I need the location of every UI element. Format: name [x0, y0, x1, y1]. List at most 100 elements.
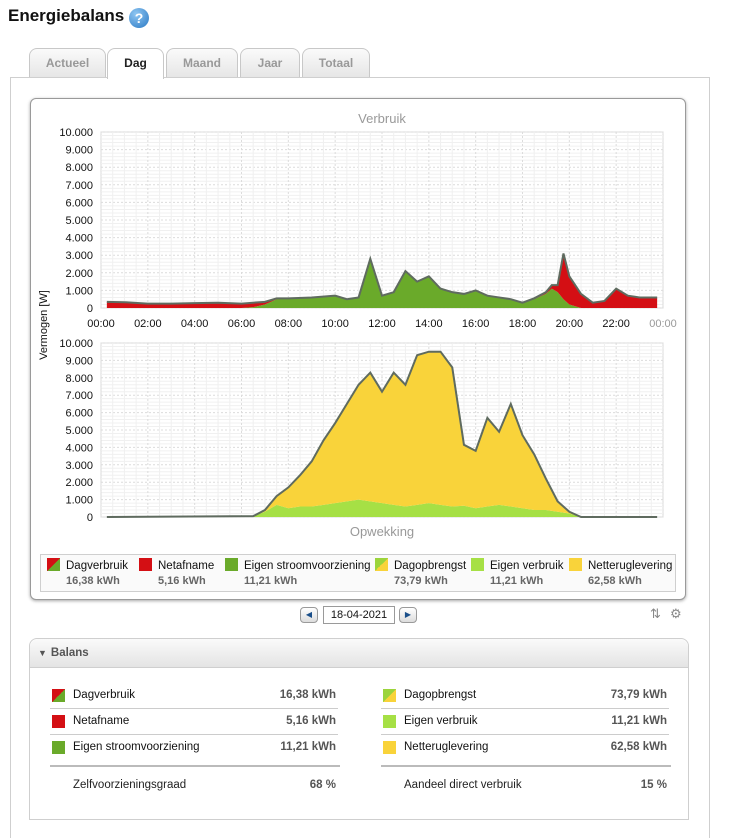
tab-dag[interactable]: Dag [107, 48, 164, 79]
row-value: 73,79 kWh [610, 689, 667, 701]
y-tick-label: 2.000 [65, 477, 93, 489]
dagverbruik-icon [52, 689, 65, 702]
row-value: 16,38 kWh [279, 689, 336, 701]
eigen-stroom-icon [225, 558, 238, 571]
row-label: Dagopbrengst [404, 689, 477, 701]
area-series [106, 351, 658, 517]
x-tick-label: 00:00 [649, 318, 677, 330]
legend-value: 11,21 kWh [490, 575, 544, 587]
balans-row-netteruglevering: Netteruglevering 62,58 kWh [381, 735, 669, 760]
chart-panel: 10.000 9.000 8.000 7.000 6.000 5.000 4.000 3.00… [30, 98, 686, 600]
area-series [106, 258, 658, 308]
balans-row-dagverbruik: Dagverbruik 16,38 kWh [50, 683, 338, 709]
tab-maand[interactable]: Maand [166, 48, 238, 77]
eigen-verbruik-icon [471, 558, 484, 571]
row-label: Netteruglevering [404, 741, 489, 753]
divider [50, 765, 340, 767]
energy-chart: 10.000 9.000 8.000 7.000 6.000 5.000 4.000 3.00… [38, 111, 677, 539]
row-label: Dagverbruik [73, 689, 135, 701]
balans-row-eigen-verbruik: Eigen verbruik 11,21 kWh [381, 709, 669, 735]
gear-icon[interactable]: ⚙ [670, 606, 682, 621]
page-title: Energiebalans [8, 6, 125, 25]
export-icon[interactable]: ⇅ [650, 606, 661, 621]
legend-value: 16,38 kWh [66, 575, 120, 587]
y-tick-label: 4.000 [65, 233, 93, 245]
dagopbrengst-icon [383, 689, 396, 702]
legend-item-dagverbruik[interactable]: Dagverbruik 16,38 kWh [47, 558, 128, 587]
tab-totaal[interactable]: Totaal [302, 48, 370, 77]
netafname-icon [139, 558, 152, 571]
y-tick-label: 2.000 [65, 268, 93, 280]
netteruglevering-icon [569, 558, 582, 571]
x-tick-label: 00:00 [87, 318, 115, 330]
y-tick-label: 9.000 [65, 355, 93, 367]
legend-item-eigen-verbruik[interactable]: Eigen verbruik 11,21 kWh [471, 558, 564, 587]
eigen-verbruik-icon [383, 715, 396, 728]
y-tick-label: 10.000 [59, 338, 93, 350]
zelfvoorzieningsgraad: Zelfvoorzieningsgraad 68 % [73, 777, 336, 793]
dagopbrengst-icon [375, 558, 388, 571]
row-label: Eigen stroomvoorziening [73, 741, 200, 753]
y-tick-label: 8.000 [65, 162, 93, 174]
balans-row-netafname: Netafname 5,16 kWh [50, 709, 338, 735]
row-value: 62,58 kWh [610, 741, 667, 753]
y-tick-label: 1.000 [65, 285, 93, 297]
summary-value: 68 % [309, 779, 336, 791]
y-tick-label: 6.000 [65, 197, 93, 209]
legend-value: 11,21 kWh [244, 575, 298, 587]
x-tick-label: 18:00 [509, 318, 537, 330]
legend-label: Eigen verbruik [490, 560, 564, 572]
chart-title: Verbruik [358, 111, 406, 126]
legend-value: 5,16 kWh [158, 575, 206, 587]
legend-label: Eigen stroomvoorziening [244, 560, 371, 572]
summary-label: Zelfvoorzieningsgraad [73, 779, 187, 791]
date-field[interactable]: 18-04-2021 [323, 606, 395, 624]
divider [381, 765, 671, 767]
legend-label: Netafname [158, 560, 215, 572]
legend-label: Netteruglevering [588, 560, 673, 572]
balans-header[interactable]: ▼ Balans [30, 639, 688, 668]
x-tick-label: 20:00 [556, 318, 584, 330]
y-tick-label: 10.000 [59, 127, 93, 139]
y-tick-label: 3.000 [65, 250, 93, 262]
x-tick-label: 12:00 [368, 318, 396, 330]
y-tick-label: 6.000 [65, 408, 93, 420]
x-tick-label: 06:00 [228, 318, 256, 330]
aandeel-direct-verbruik: Aandeel direct verbruik 15 % [404, 777, 667, 793]
row-value: 11,21 kWh [611, 715, 667, 727]
balans-row-dagopbrengst: Dagopbrengst 73,79 kWh [381, 683, 669, 709]
legend-item-dagopbrengst[interactable]: Dagopbrengst 73,79 kWh [375, 558, 466, 587]
legend-value: 73,79 kWh [394, 575, 448, 587]
row-label: Eigen verbruik [404, 715, 478, 727]
balans-row-eigen-stroomvoorziening: Eigen stroomvoorziening 11,21 kWh [50, 735, 338, 760]
area-series [106, 253, 658, 308]
summary-label: Aandeel direct verbruik [404, 779, 522, 791]
eigen-stroom-icon [52, 741, 65, 754]
x-tick-label: 04:00 [181, 318, 209, 330]
y-tick-label: 7.000 [65, 180, 93, 192]
legend-item-netafname[interactable]: Netafname 5,16 kWh [139, 558, 214, 587]
series-outline [106, 253, 658, 305]
tab-jaar[interactable]: Jaar [240, 48, 300, 77]
legend-item-eigen-stroomvoorziening[interactable]: Eigen stroomvoorziening 11,21 kWh [225, 558, 371, 587]
balans-panel: ▼ Balans Dagverbruik 16,38 kWh Netafname … [29, 638, 689, 820]
legend-value: 62,58 kWh [588, 575, 642, 587]
x-tick-label: 14:00 [415, 318, 443, 330]
y-tick-label: 8.000 [65, 373, 93, 385]
row-label: Netafname [73, 715, 130, 727]
row-value: 11,21 kWh [280, 741, 336, 753]
y-tick-label: 5.000 [65, 215, 93, 227]
series-outline [106, 350, 658, 518]
y-tick-label: 0 [87, 512, 93, 524]
y-tick-label: 5.000 [65, 425, 93, 437]
help-icon[interactable]: ? [129, 8, 149, 28]
tab-actueel[interactable]: Actueel [29, 48, 106, 77]
next-day-button[interactable]: ▶ [399, 607, 417, 623]
legend-item-netteruglevering[interactable]: Netteruglevering 62,58 kWh [569, 558, 672, 587]
y-tick-label: 4.000 [65, 442, 93, 454]
summary-value: 15 % [640, 779, 667, 791]
prev-day-button[interactable]: ◀ [300, 607, 318, 623]
content-frame [10, 77, 710, 838]
x-tick-label: 08:00 [275, 318, 303, 330]
x-tick-label: 16:00 [462, 318, 490, 330]
